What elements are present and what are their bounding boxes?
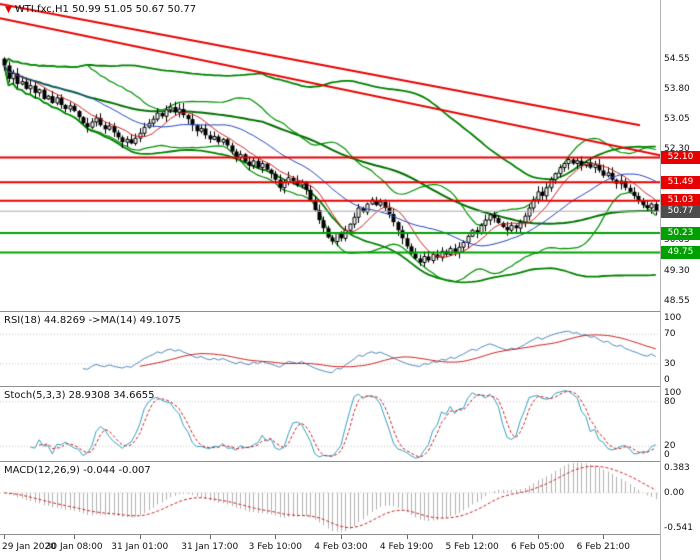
- chart-title: ▼ WTI.fxc,H1 50.99 51.05 50.67 50.77: [5, 4, 196, 15]
- time-axis-label: 31 Jan 17:00: [181, 542, 239, 552]
- time-tick: [538, 535, 539, 539]
- resistance-price-label: 51.03: [661, 194, 700, 208]
- price-tick-label: 49.30: [664, 265, 690, 276]
- indicator-scale-label: 0.383: [664, 463, 690, 473]
- price-axis[interactable]: 54.55 53.80 53.05 52.30 50.05 49.30 48.55 52.10…: [660, 0, 700, 560]
- panel-separator: [0, 386, 700, 387]
- time-axis-label: 30 Jan 08:00: [45, 542, 103, 552]
- price-tick-label: 48.55: [664, 295, 690, 306]
- resistance-price-label: 52.10: [661, 151, 700, 165]
- time-tick: [140, 535, 141, 539]
- time-tick: [603, 535, 604, 539]
- indicator-scale-label: 100: [664, 313, 682, 323]
- stochastic-panel-canvas[interactable]: [0, 387, 660, 461]
- time-axis-label: 31 Jan 01:00: [111, 542, 169, 552]
- time-tick: [472, 535, 473, 539]
- time-tick: [74, 535, 75, 539]
- indicator-scale-label: 70: [664, 329, 676, 340]
- price-tick-label: 54.55: [664, 53, 690, 64]
- time-tick: [210, 535, 211, 539]
- resistance-price-label: 51.49: [661, 175, 700, 189]
- indicator-scale-label: 0: [664, 450, 670, 460]
- time-tick: [341, 535, 342, 539]
- symbol-period-label: WTI.fxc,H1: [14, 4, 69, 15]
- rsi-panel-canvas[interactable]: [0, 312, 660, 386]
- time-tick: [407, 535, 408, 539]
- indicator-scale-label: 0.00: [664, 487, 685, 498]
- panel-separator: [0, 461, 700, 462]
- macd-indicator-label: MACD(12,26,9) -0.044 -0.007: [4, 465, 151, 476]
- support-price-label: 49.75: [661, 245, 700, 259]
- rsi-indicator-label: RSI(18) 44.8269 ->MA(14) 49.1075: [4, 315, 181, 326]
- time-tick: [4, 535, 5, 539]
- time-tick: [275, 535, 276, 539]
- price-chart-canvas[interactable]: [0, 0, 660, 311]
- price-tick-label: 53.05: [664, 114, 690, 125]
- support-price-label: 50.23: [661, 226, 700, 240]
- indicator-scale-label: 0: [664, 375, 670, 385]
- time-axis-label: 29 Jan 2020: [2, 542, 56, 552]
- panel-separator: [0, 534, 700, 535]
- price-tick-label: 52.30: [664, 144, 690, 155]
- time-axis-label: 6 Feb 21:00: [576, 542, 630, 552]
- time-axis-label: 5 Feb 12:00: [445, 542, 499, 552]
- current-price-label: 50.77: [661, 204, 700, 218]
- panel-separator: [0, 311, 700, 312]
- indicator-scale-label: 100: [664, 388, 682, 398]
- sell-arrow-icon: ▼: [5, 5, 12, 15]
- time-axis[interactable]: 29 Jan 2020 30 Jan 08:00 31 Jan 01:00 31 Ja…: [0, 535, 660, 560]
- price-tick-label: 53.80: [664, 83, 690, 94]
- indicator-scale-label: 80: [664, 396, 676, 407]
- indicator-scale-label: 20: [664, 441, 676, 452]
- ohlc-values: 50.99 51.05 50.67 50.77: [72, 4, 197, 15]
- time-axis-label: 4 Feb 03:00: [314, 542, 368, 552]
- time-axis-label: 3 Feb 10:00: [248, 542, 302, 552]
- price-tick-label: 50.05: [664, 235, 690, 246]
- indicator-scale-label: 30: [664, 358, 676, 369]
- indicator-scale-label: -0.541: [664, 523, 694, 533]
- time-axis-label: 6 Feb 05:00: [511, 542, 565, 552]
- macd-panel-canvas[interactable]: [0, 462, 660, 534]
- stochastic-indicator-label: Stoch(5,3,3) 28.9308 34.6655: [4, 390, 155, 401]
- time-axis-label: 4 Feb 19:00: [379, 542, 434, 552]
